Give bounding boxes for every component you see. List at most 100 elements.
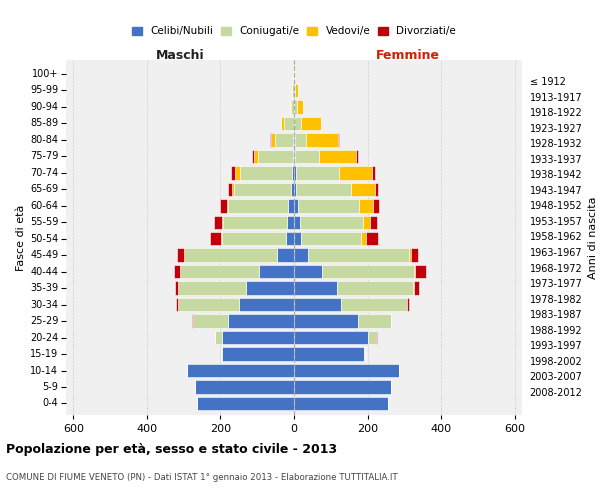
- Bar: [292, 84, 293, 97]
- Bar: [221, 232, 286, 245]
- Bar: [197, 396, 294, 410]
- Text: Femmine: Femmine: [376, 50, 440, 62]
- Bar: [294, 282, 337, 295]
- Bar: [228, 182, 232, 196]
- Bar: [409, 248, 411, 262]
- Bar: [281, 116, 284, 130]
- Bar: [294, 182, 296, 196]
- Bar: [178, 282, 246, 295]
- Bar: [294, 150, 295, 163]
- Bar: [294, 199, 298, 212]
- Bar: [176, 298, 178, 312]
- Bar: [294, 133, 295, 146]
- Bar: [376, 331, 377, 344]
- Bar: [294, 380, 391, 394]
- Bar: [293, 133, 294, 146]
- Bar: [175, 265, 180, 278]
- Bar: [294, 348, 364, 361]
- Bar: [277, 248, 294, 262]
- Bar: [232, 182, 234, 196]
- Bar: [234, 182, 291, 196]
- Bar: [246, 282, 294, 295]
- Bar: [259, 265, 294, 278]
- Bar: [294, 396, 388, 410]
- Bar: [222, 331, 294, 344]
- Bar: [275, 133, 293, 146]
- Bar: [413, 282, 419, 295]
- Bar: [295, 133, 306, 146]
- Bar: [294, 364, 399, 378]
- Bar: [356, 150, 358, 163]
- Bar: [413, 265, 415, 278]
- Bar: [301, 232, 361, 245]
- Bar: [180, 265, 259, 278]
- Bar: [187, 364, 294, 378]
- Bar: [299, 216, 363, 229]
- Bar: [361, 232, 367, 245]
- Bar: [222, 348, 294, 361]
- Bar: [210, 232, 221, 245]
- Bar: [363, 216, 370, 229]
- Bar: [295, 84, 298, 97]
- Bar: [223, 216, 287, 229]
- Bar: [415, 265, 425, 278]
- Bar: [337, 282, 413, 295]
- Bar: [215, 331, 222, 344]
- Bar: [294, 166, 296, 179]
- Bar: [292, 166, 294, 179]
- Bar: [294, 216, 299, 229]
- Bar: [228, 199, 289, 212]
- Bar: [296, 166, 339, 179]
- Bar: [195, 380, 294, 394]
- Bar: [308, 248, 409, 262]
- Legend: Celibi/Nubili, Coniugati/e, Vedovi/e, Divorziati/e: Celibi/Nubili, Coniugati/e, Vedovi/e, Di…: [130, 24, 458, 38]
- Bar: [368, 331, 376, 344]
- Bar: [411, 248, 418, 262]
- Bar: [284, 116, 293, 130]
- Bar: [370, 216, 377, 229]
- Bar: [177, 248, 184, 262]
- Bar: [222, 216, 223, 229]
- Bar: [339, 166, 371, 179]
- Bar: [235, 166, 241, 179]
- Bar: [294, 265, 322, 278]
- Bar: [293, 150, 294, 163]
- Bar: [192, 314, 193, 328]
- Bar: [295, 116, 301, 130]
- Bar: [322, 265, 413, 278]
- Bar: [294, 314, 358, 328]
- Bar: [294, 248, 308, 262]
- Bar: [364, 348, 365, 361]
- Bar: [407, 298, 409, 312]
- Bar: [350, 182, 374, 196]
- Bar: [301, 116, 321, 130]
- Bar: [228, 314, 294, 328]
- Bar: [254, 150, 257, 163]
- Text: Popolazione per età, sesso e stato civile - 2013: Popolazione per età, sesso e stato civil…: [6, 442, 337, 456]
- Bar: [293, 67, 294, 81]
- Bar: [338, 133, 339, 146]
- Bar: [298, 199, 359, 212]
- Text: COMUNE DI FIUME VENETO (PN) - Dati ISTAT 1° gennaio 2013 - Elaborazione TUTTITAL: COMUNE DI FIUME VENETO (PN) - Dati ISTAT…: [6, 472, 398, 482]
- Bar: [290, 100, 293, 114]
- Bar: [374, 182, 378, 196]
- Bar: [252, 150, 254, 163]
- Bar: [231, 166, 235, 179]
- Bar: [220, 199, 227, 212]
- Bar: [359, 199, 373, 212]
- Bar: [184, 248, 277, 262]
- Bar: [306, 133, 338, 146]
- Bar: [294, 298, 341, 312]
- Bar: [371, 166, 374, 179]
- Bar: [296, 182, 350, 196]
- Bar: [175, 282, 178, 295]
- Bar: [319, 150, 356, 163]
- Bar: [257, 150, 293, 163]
- Text: Maschi: Maschi: [155, 50, 205, 62]
- Bar: [241, 166, 292, 179]
- Bar: [294, 232, 301, 245]
- Bar: [221, 348, 222, 361]
- Bar: [214, 216, 222, 229]
- Bar: [373, 199, 379, 212]
- Bar: [239, 298, 294, 312]
